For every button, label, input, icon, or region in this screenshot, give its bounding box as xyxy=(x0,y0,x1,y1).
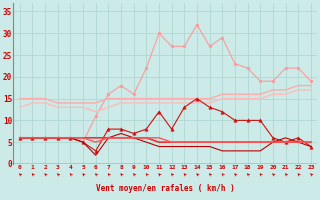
X-axis label: Vent moyen/en rafales ( km/h ): Vent moyen/en rafales ( km/h ) xyxy=(96,184,235,193)
